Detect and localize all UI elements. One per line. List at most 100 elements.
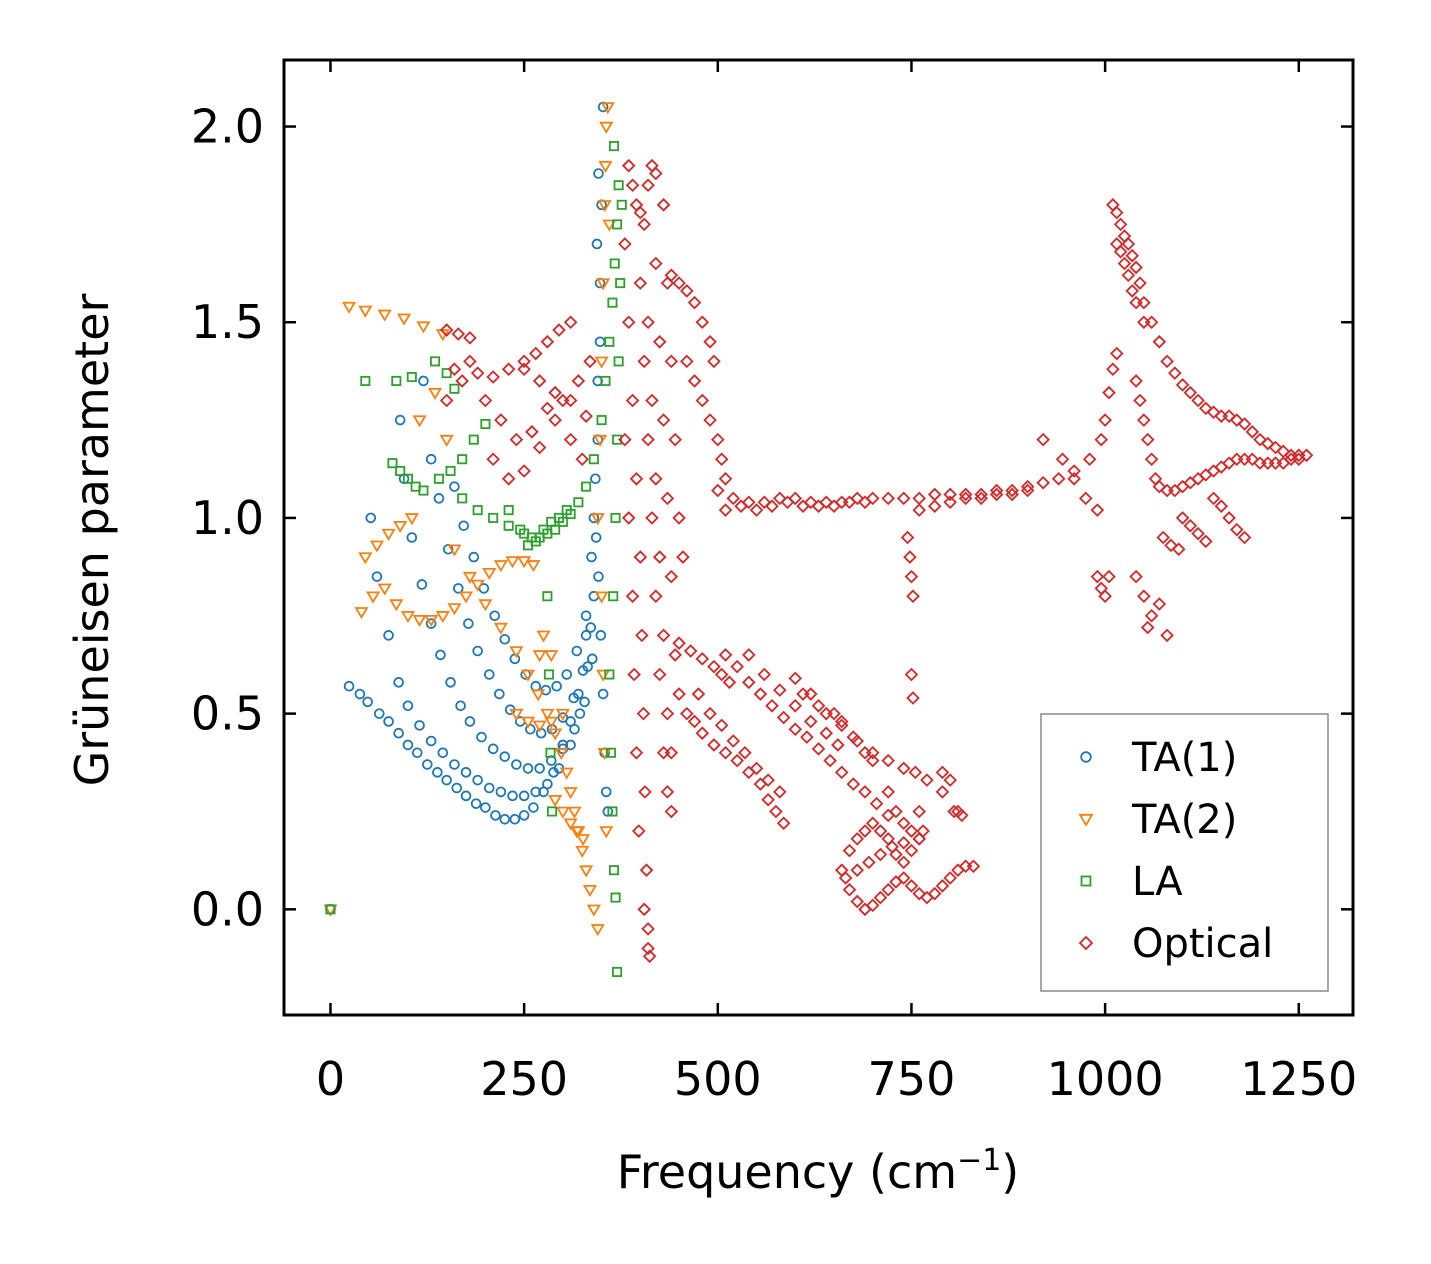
data-point — [460, 790, 472, 802]
data-point — [543, 669, 554, 680]
data-point — [1222, 409, 1236, 423]
data-point — [402, 739, 414, 751]
data-point — [482, 567, 497, 581]
data-point — [695, 726, 710, 740]
data-points-layer — [323, 101, 1314, 977]
data-point — [358, 305, 373, 318]
x-tick-label: 0 — [316, 1052, 345, 1106]
data-point — [660, 491, 675, 506]
data-point — [850, 734, 865, 748]
data-point — [389, 599, 404, 612]
data-point — [505, 556, 520, 569]
data-point — [649, 589, 663, 603]
data-point — [588, 454, 599, 465]
data-point — [581, 481, 592, 492]
data-point — [499, 633, 511, 645]
data-point — [865, 898, 880, 913]
data-point — [1206, 405, 1221, 420]
data-point — [608, 591, 619, 602]
data-point — [610, 512, 621, 523]
data-point — [1237, 530, 1252, 545]
data-point — [1268, 440, 1283, 455]
data-point — [548, 794, 563, 808]
data-point — [1020, 483, 1035, 498]
data-point — [718, 472, 733, 486]
data-point — [711, 432, 725, 447]
data-point — [803, 495, 818, 510]
data-point — [468, 434, 479, 445]
data-point — [761, 773, 775, 787]
data-point — [1129, 260, 1143, 275]
data-point — [873, 824, 888, 838]
data-point — [1113, 217, 1128, 232]
data-point — [463, 618, 474, 629]
data-point — [522, 763, 534, 774]
data-point — [811, 742, 826, 756]
data-point — [803, 714, 818, 729]
data-point — [406, 532, 418, 543]
data-point — [490, 810, 501, 821]
data-point — [362, 696, 373, 708]
data-point — [418, 485, 429, 496]
data-point — [695, 315, 710, 330]
data-point — [551, 680, 562, 692]
data-point — [383, 630, 394, 641]
data-point — [664, 745, 679, 760]
data-point — [563, 432, 578, 447]
data-point — [1144, 452, 1159, 466]
data-point — [1175, 511, 1190, 525]
data-point — [691, 687, 706, 701]
data-point — [526, 560, 541, 573]
data-point — [625, 393, 640, 408]
data-point — [1133, 393, 1147, 408]
data-point — [649, 256, 663, 271]
data-point — [1036, 432, 1050, 447]
data-point — [1133, 276, 1147, 290]
data-point — [819, 495, 834, 510]
data-point — [577, 665, 589, 676]
legend-label: Optical — [1132, 921, 1273, 967]
data-point — [1137, 589, 1151, 603]
data-point — [424, 614, 439, 627]
data-point — [800, 730, 814, 744]
data-point — [642, 949, 657, 964]
data-point — [579, 696, 590, 708]
data-point — [447, 603, 462, 616]
data-point — [881, 491, 895, 506]
data-point — [487, 743, 499, 755]
data-point — [761, 792, 775, 807]
series-ta-2 — [323, 102, 617, 937]
data-point — [1206, 491, 1221, 506]
data-point — [742, 648, 756, 662]
data-point — [1299, 448, 1314, 463]
data-point — [447, 362, 462, 376]
data-point — [546, 806, 558, 817]
data-point — [518, 810, 530, 821]
data-point — [749, 761, 764, 776]
data-point — [1094, 432, 1109, 447]
data-point — [538, 524, 549, 535]
data-point — [470, 579, 485, 592]
data-point — [664, 569, 679, 584]
data-point — [703, 413, 717, 427]
data-point — [1106, 362, 1120, 376]
data-point — [360, 375, 371, 386]
data-point — [687, 295, 702, 310]
data-point — [412, 415, 427, 428]
data-point — [499, 751, 511, 762]
data-point — [582, 885, 598, 898]
data-point — [520, 669, 536, 682]
data-point — [1152, 335, 1167, 349]
data-point — [597, 688, 609, 700]
data-point — [416, 579, 428, 590]
data-point — [425, 618, 437, 629]
data-point — [989, 483, 1004, 498]
data-point — [571, 374, 586, 388]
data-point — [974, 487, 988, 502]
data-point — [525, 425, 539, 439]
data-point — [464, 716, 476, 727]
data-point — [540, 335, 555, 349]
data-point — [608, 141, 620, 152]
data-point — [499, 814, 511, 825]
data-point — [612, 434, 623, 445]
